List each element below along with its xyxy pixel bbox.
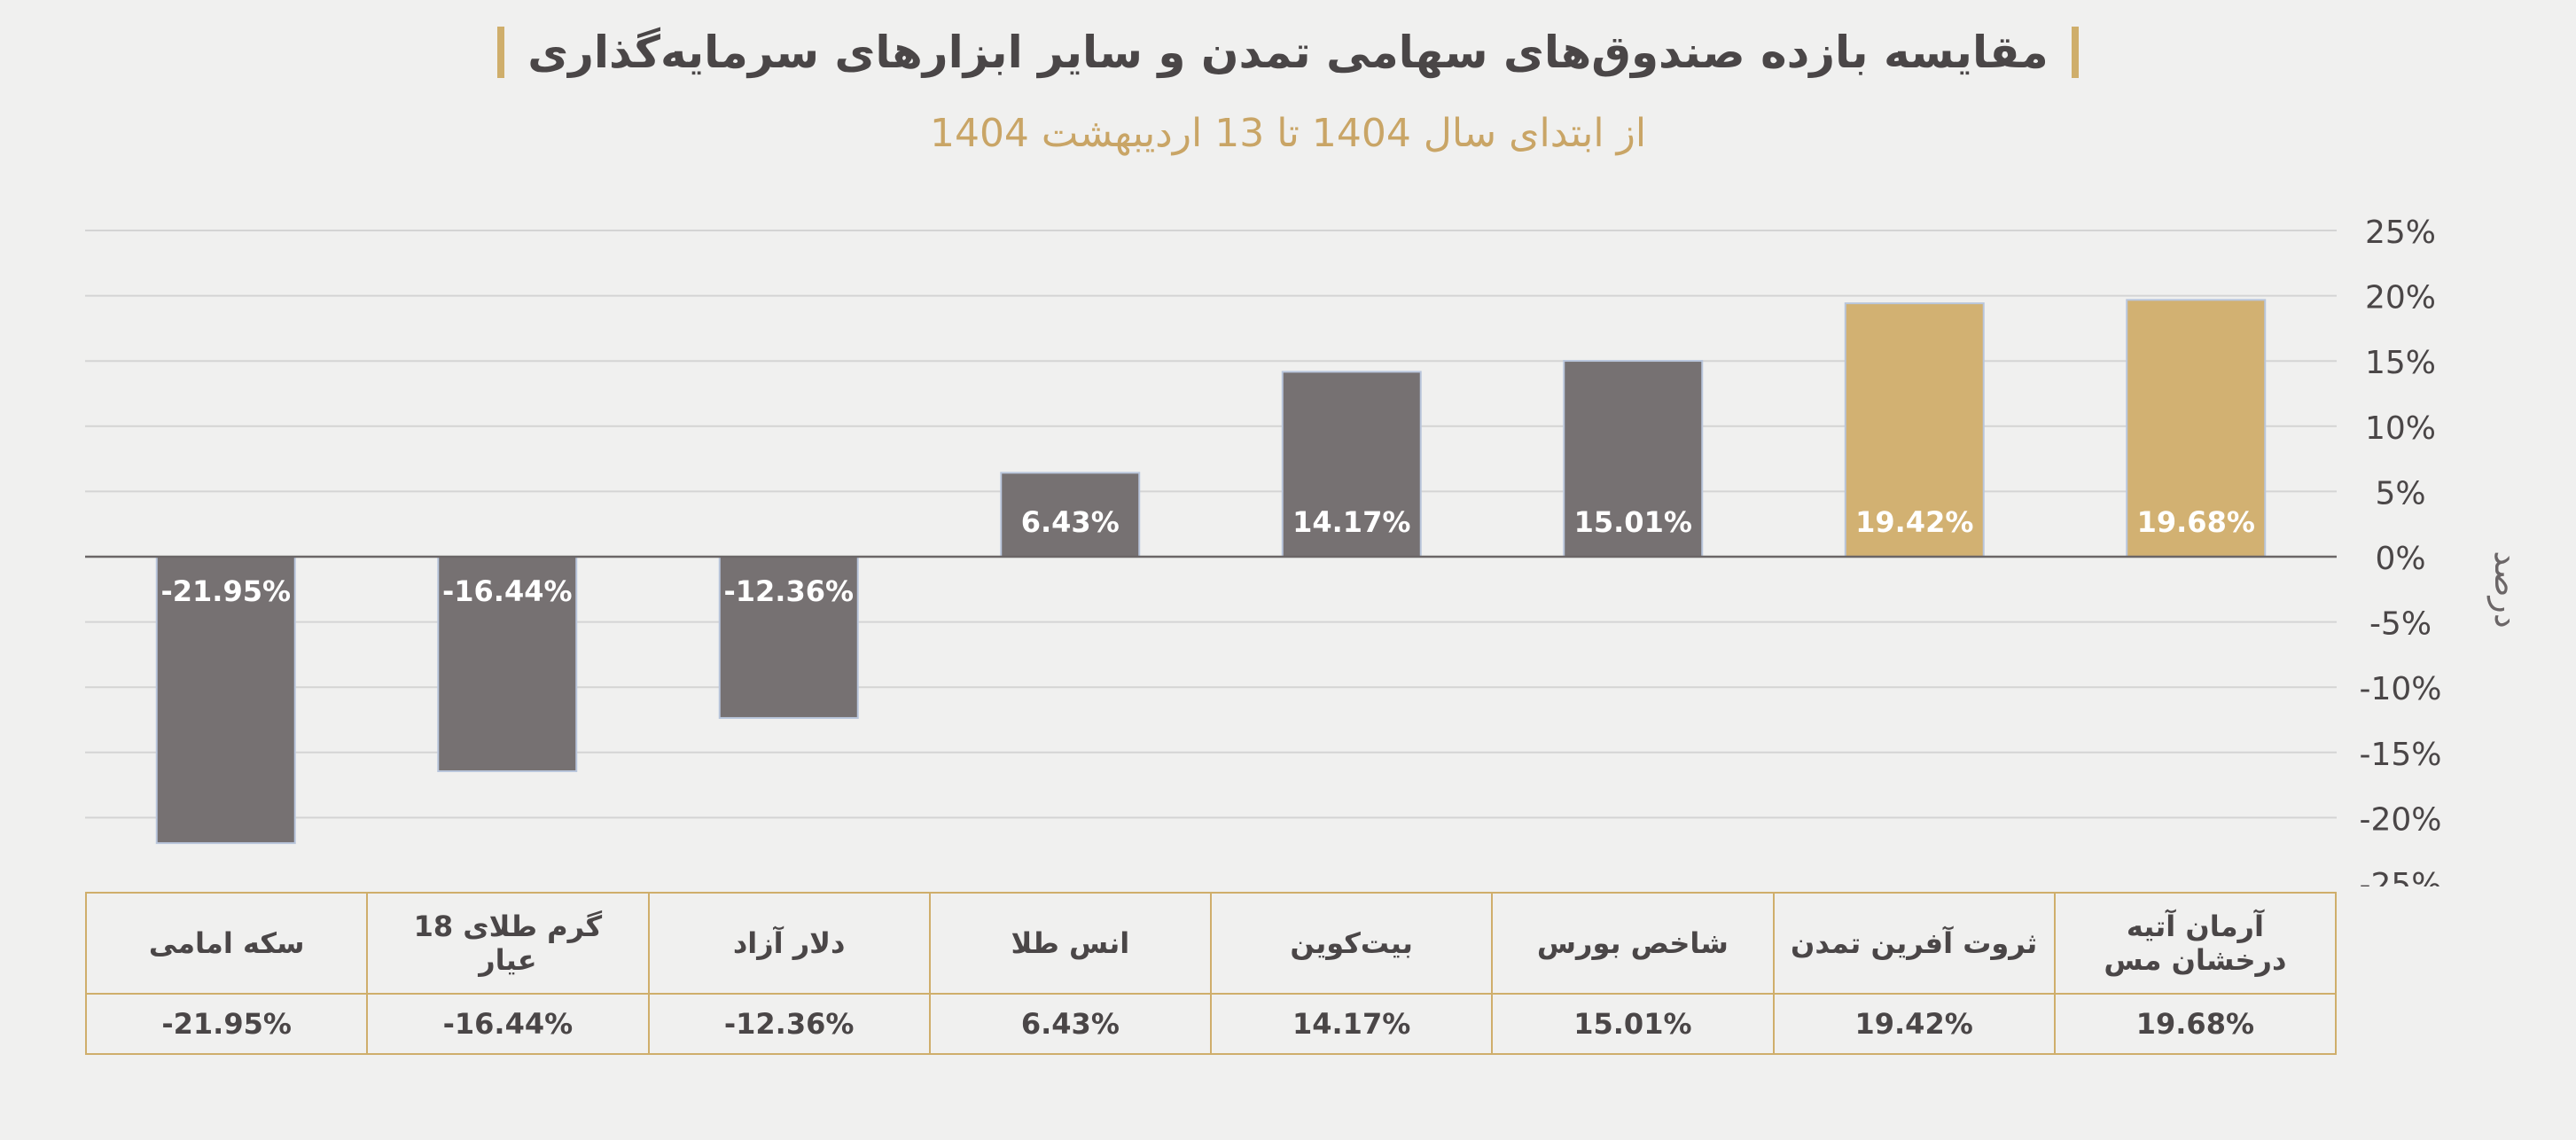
y-axis-label: درصد [2482,536,2526,643]
bar-value-label: -21.95% [160,574,291,608]
y-tick-label: 20% [2365,280,2436,316]
table-category-cell: دلار آزاد [649,893,930,994]
y-tick-label: -10% [2359,671,2441,707]
table-value-cell: 19.42% [1774,994,2055,1054]
bar-value-label: 19.42% [1855,505,1973,539]
y-tick-label: 5% [2375,475,2425,511]
table-category-cell: گرم طلای 18 عیار [367,893,648,994]
y-tick-label: -25% [2359,867,2441,886]
data-table: سکه امامی گرم طلای 18 عیار دلار آزاد انس طل… [85,892,2337,1055]
data-table-names-row: سکه امامی گرم طلای 18 عیار دلار آزاد انس طل… [86,893,2336,994]
table-category-cell: شاخص بورس [1492,893,1773,994]
table-value-cell: 14.17% [1211,994,1492,1054]
table-value-cell: 15.01% [1492,994,1773,1054]
table-value-cell: 19.68% [2055,994,2336,1054]
y-tick-label: -5% [2369,606,2432,643]
bar-value-label: 19.68% [2137,505,2255,539]
y-tick-label: -15% [2359,737,2441,773]
table-value-cell: 6.43% [930,994,1211,1054]
bar-value-label: -12.36% [723,574,854,608]
table-value-cell: -21.95% [86,994,367,1054]
bar-value-label: -16.44% [442,574,573,608]
table-category-cell: آرمان آتیه درخشان مس [2055,893,2336,994]
y-tick-label: 0% [2375,541,2425,577]
table-category-cell: ثروت آفرین تمدن [1774,893,2055,994]
data-table-values-row: -21.95% -16.44% -12.36% 6.43% 14.17% 15.01% 19… [86,994,2336,1054]
table-category-cell: سکه امامی [86,893,367,994]
table-category-cell: بیت‌کوین [1211,893,1492,994]
y-tick-label: -20% [2359,801,2441,838]
bar-chart: 25% 20% 15% 10% 5% 0% -5% -10% -15% -20% -25% -21.9… [0,0,2576,886]
bar-value-label: 14.17% [1292,505,1410,539]
y-tick-label: 15% [2365,345,2436,381]
table-value-cell: -16.44% [367,994,648,1054]
y-tick-label: 10% [2365,410,2436,447]
bar-value-label: 15.01% [1574,505,1692,539]
table-value-cell: -12.36% [649,994,930,1054]
y-tick-label: 25% [2365,215,2436,251]
table-category-cell: انس طلا [930,893,1211,994]
bar-value-label: 6.43% [1021,505,1120,539]
